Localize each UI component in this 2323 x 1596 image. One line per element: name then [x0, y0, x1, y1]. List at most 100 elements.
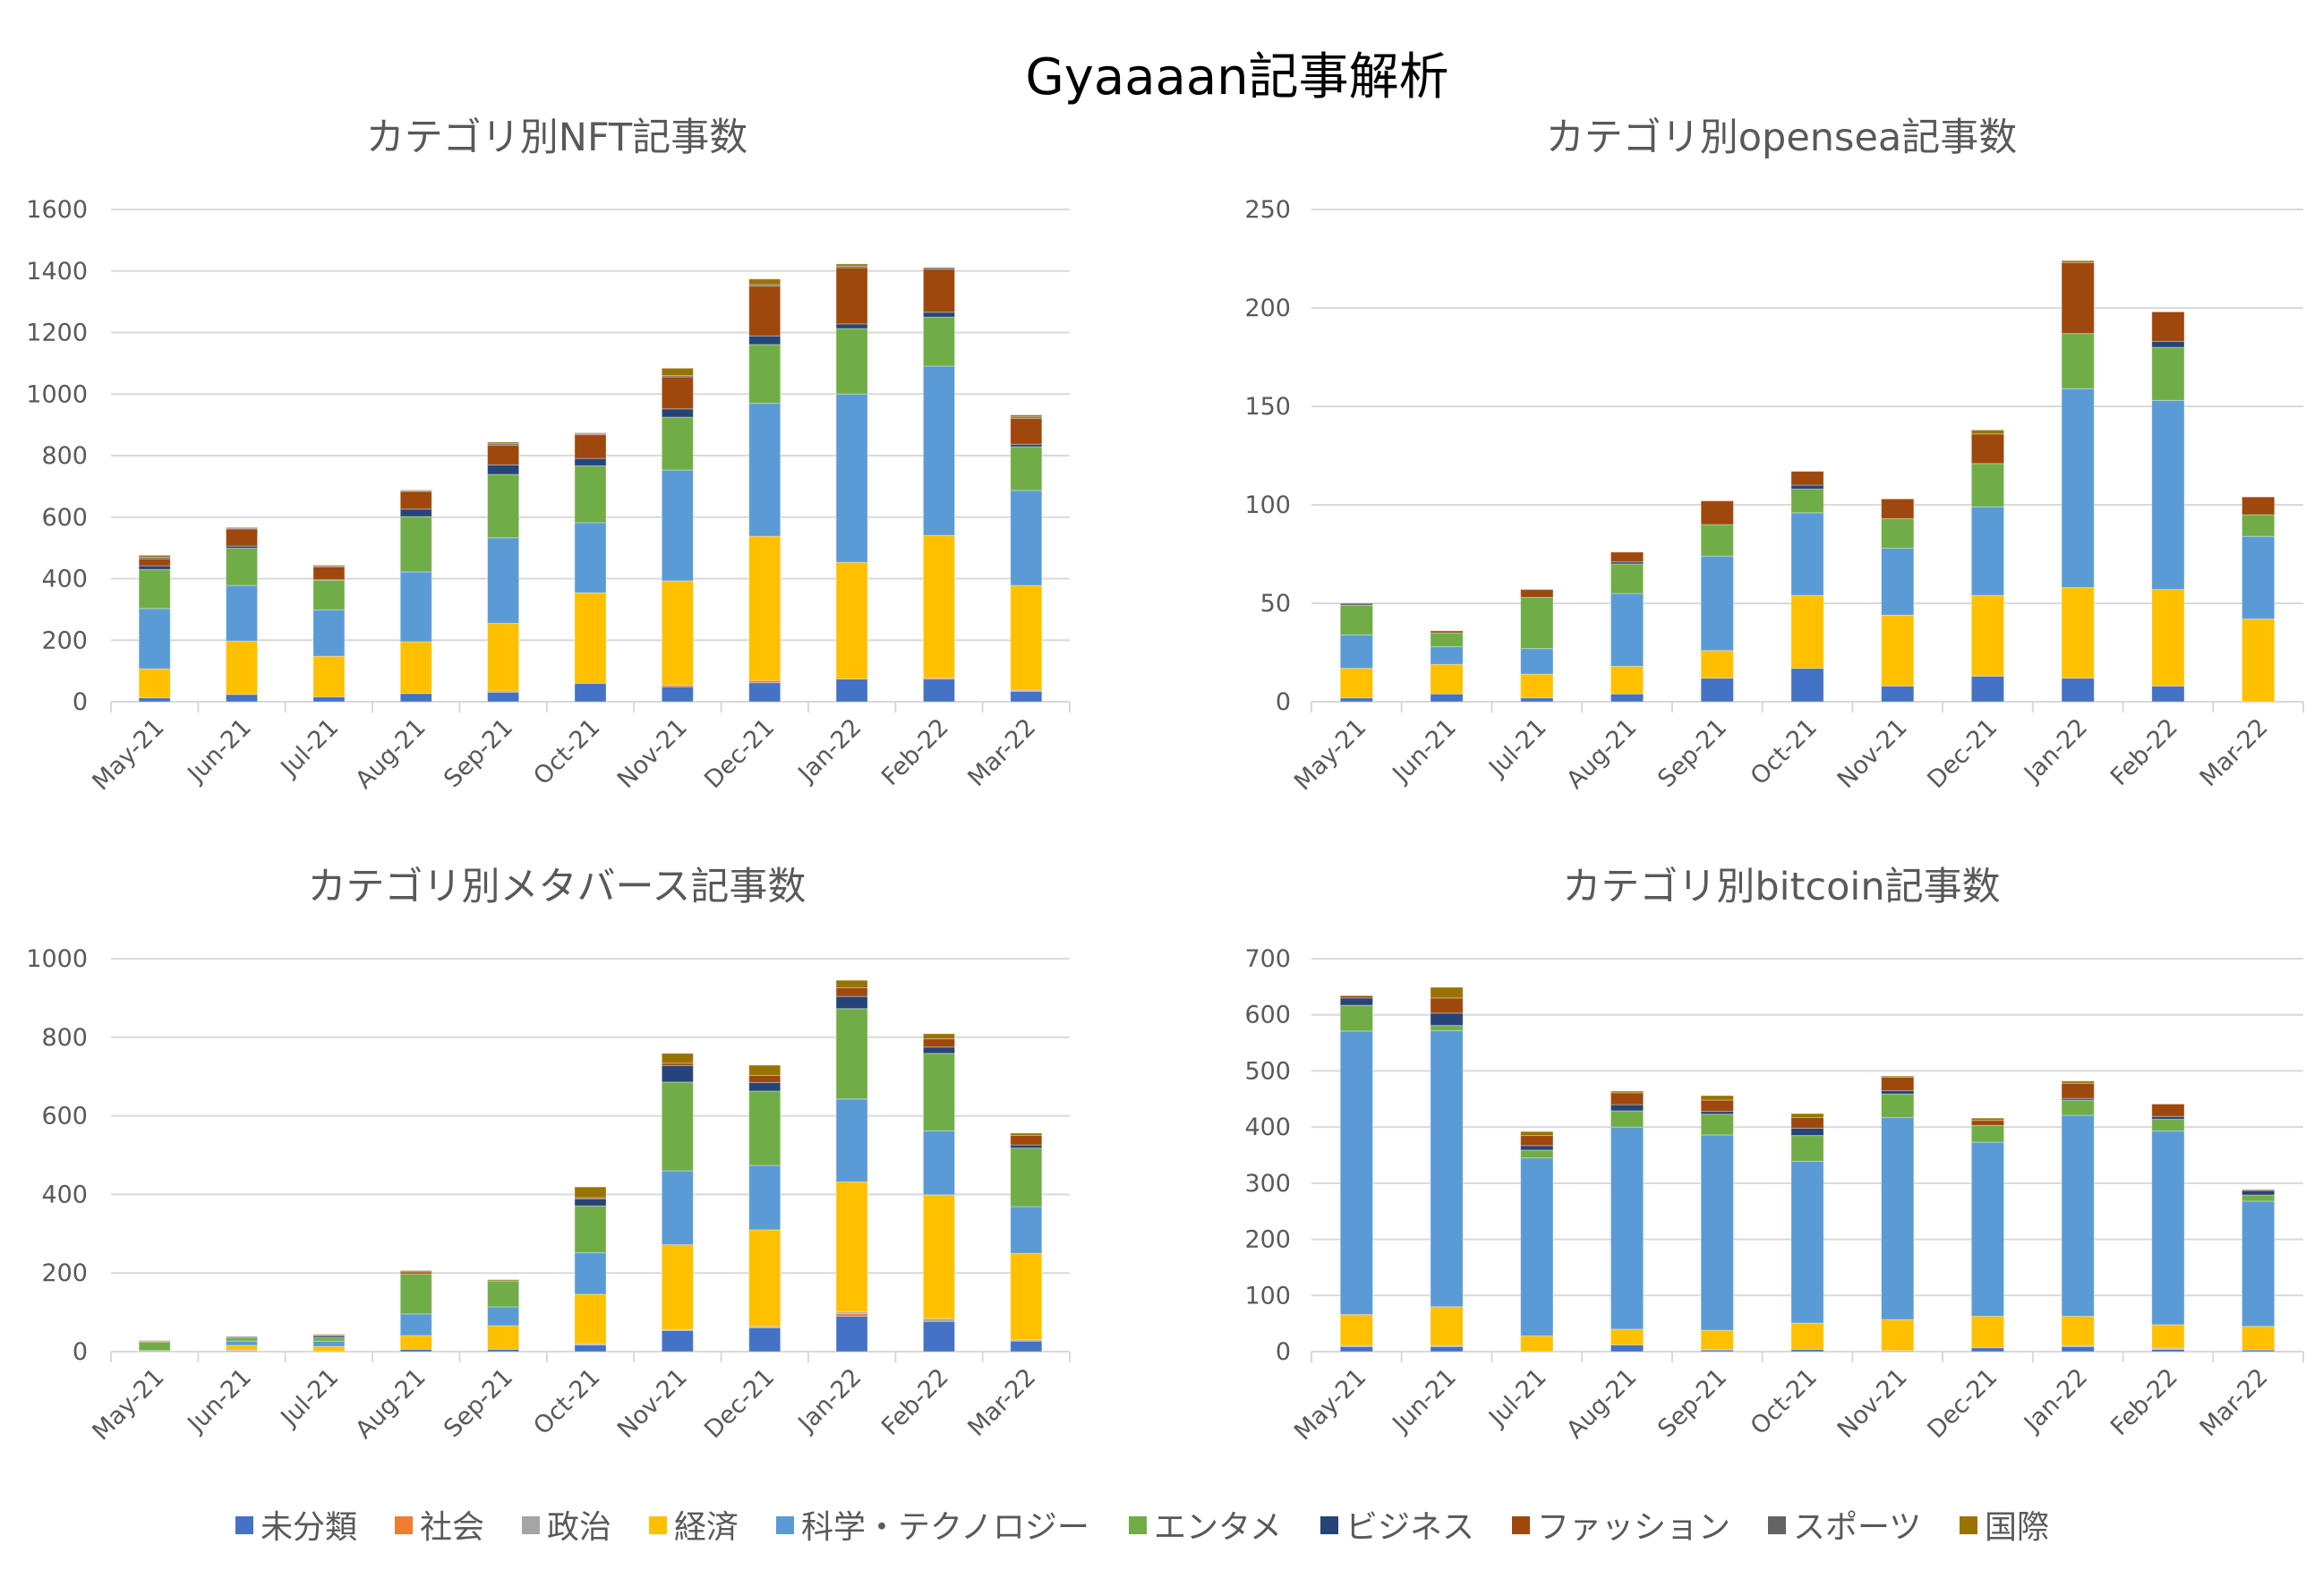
legend-label: 未分類	[260, 1509, 357, 1546]
chart-opensea: 0 50 100 150 200 250 May-21 Jun-21 Jul-21 Aug-21 S…	[1244, 196, 2304, 796]
bar-segment	[835, 263, 868, 267]
bar-segment	[1520, 596, 1554, 650]
bar-segment	[2061, 1315, 2095, 1346]
bar-segment	[1970, 463, 2005, 508]
legend-item: エンタメ	[1129, 1509, 1282, 1546]
chart-title-bitcoin: カテゴリ別bitcoin記事数	[1562, 865, 2000, 909]
bar-segment	[399, 641, 432, 695]
legend-item: 未分類	[235, 1509, 357, 1546]
bar-segment	[835, 995, 868, 1010]
bar-segment	[2151, 685, 2185, 703]
bar-stack	[574, 432, 607, 703]
bar-segment	[399, 1313, 432, 1336]
bar-segment	[1700, 524, 1734, 557]
bar-segment	[1339, 604, 1373, 636]
bar-segment	[922, 267, 955, 270]
bar-segment	[399, 508, 432, 517]
bar-segment	[835, 328, 868, 395]
bar-stack	[2242, 1189, 2276, 1353]
x-tick-label: Nov-21	[612, 1363, 693, 1444]
bar-stack	[312, 1334, 346, 1353]
bar-segment	[835, 267, 868, 325]
bar-segment	[835, 986, 868, 997]
legend-item: 社会	[395, 1509, 484, 1546]
y-tick-label: 1600	[26, 196, 88, 224]
x-tick-label: Jun-21	[182, 713, 257, 789]
bar-segment	[748, 286, 781, 337]
bar-segment	[2151, 399, 2185, 591]
bar-stack	[2151, 311, 2185, 703]
x-tick-label: May-21	[87, 713, 169, 796]
bar-segment	[1430, 1025, 1464, 1031]
bar-segment	[138, 1341, 171, 1352]
y-tick-label: 600	[1244, 1002, 1291, 1029]
y-tick-label: 1200	[26, 320, 88, 347]
bar-segment	[399, 1335, 432, 1350]
bar-segment	[2151, 340, 2185, 348]
bar-segment	[2242, 496, 2276, 516]
bar-stack	[312, 564, 346, 703]
bar-segment	[2151, 1131, 2185, 1326]
bar-stack	[226, 526, 259, 703]
bar-segment	[1010, 1135, 1043, 1146]
bar-stack	[2151, 1103, 2185, 1353]
y-tick-label: 800	[41, 442, 88, 470]
y-tick-label: 0	[1276, 688, 1291, 716]
legend-item: ファッション	[1512, 1509, 1730, 1546]
bar-segment	[2061, 678, 2095, 703]
bar-segment	[1970, 1315, 2005, 1349]
bar-segment	[1970, 1124, 2005, 1143]
bar-segment	[748, 1327, 781, 1353]
bar-segment	[1010, 414, 1043, 418]
bar-segment	[399, 571, 432, 643]
bar-stack	[1970, 429, 2005, 703]
bar-segment	[748, 1081, 781, 1092]
bar-segment	[1970, 1117, 2005, 1122]
bar-segment	[1881, 614, 1915, 687]
legend-label: スポーツ	[1793, 1509, 1921, 1546]
bar-stack	[487, 1279, 520, 1353]
bar-segment	[1430, 1029, 1464, 1308]
bar-segment	[487, 441, 520, 445]
bar-segment	[835, 561, 868, 680]
bar-segment	[2242, 535, 2276, 620]
bar-segment	[1790, 1113, 1824, 1118]
bar-segment	[661, 1064, 694, 1083]
bar-segment	[1881, 1350, 1915, 1353]
bar-segment	[138, 565, 171, 570]
x-tick-label: Mar-22	[962, 713, 1041, 792]
bar-segment	[2061, 260, 2095, 263]
x-tick-label: Oct-21	[1746, 1363, 1823, 1440]
bar-segment	[1430, 997, 1464, 1014]
y-tick-label: 200	[41, 627, 88, 654]
bar-segment	[1430, 632, 1464, 647]
bar-segment	[1520, 1335, 1554, 1353]
bar-segment	[748, 278, 781, 286]
bar-segment	[2151, 311, 2185, 342]
bar-segment	[1881, 1116, 1915, 1320]
bar-segment	[2061, 388, 2095, 588]
bar-segment	[574, 592, 607, 684]
x-tick-label: Oct-21	[528, 1363, 605, 1440]
bar-segment	[835, 1098, 868, 1182]
bar-segment	[487, 1325, 520, 1350]
bar-segment	[1700, 1099, 1734, 1113]
bar-stack	[1700, 1095, 1734, 1353]
bar-segment	[312, 564, 346, 567]
bar-segment	[226, 1344, 259, 1351]
legend-swatch	[1960, 1516, 1977, 1534]
bar-segment	[1610, 593, 1644, 667]
bar-segment	[748, 682, 781, 703]
bar-segment	[922, 1033, 955, 1040]
x-tick-label: Sep-21	[1653, 713, 1732, 793]
bar-segment	[574, 432, 607, 435]
x-tick-label: Aug-21	[1561, 1363, 1642, 1444]
bar-segment	[1790, 668, 1824, 703]
bar-segment	[1010, 1340, 1043, 1353]
legend-item: ビジネス	[1320, 1509, 1474, 1546]
legend-swatch	[1129, 1516, 1147, 1534]
bar-segment	[574, 1205, 607, 1253]
bar-segment	[922, 1053, 955, 1131]
bar-segment	[312, 609, 346, 657]
